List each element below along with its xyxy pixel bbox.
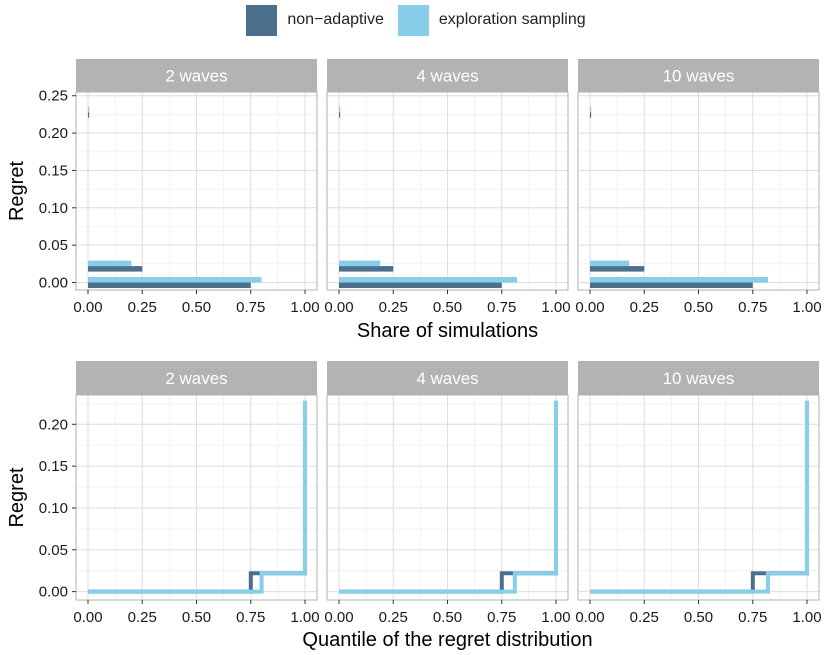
y-axis-title: Regret — [6, 161, 28, 221]
facet-strip-label: 2 waves — [165, 67, 227, 86]
bar-non-adaptive — [590, 112, 592, 118]
facet-strip — [578, 361, 819, 395]
bar-exploration-sampling — [590, 106, 592, 113]
bar-non-adaptive — [88, 282, 251, 289]
line-exploration-sampling — [88, 400, 307, 594]
facet-strip-label: 4 waves — [416, 67, 478, 86]
bar-exploration-sampling — [88, 260, 132, 267]
legend-label-non-adaptive: non−adaptive — [287, 11, 384, 28]
x-tick-label: 0.75 — [236, 609, 265, 626]
y-tick-label: 0.10 — [39, 200, 68, 217]
bar-non-adaptive — [88, 112, 90, 118]
x-tick-label: 0.00 — [575, 609, 604, 626]
y-tick-label: 0.25 — [39, 88, 68, 105]
x-tick-label: 0.00 — [73, 609, 102, 626]
facet-strip-label: 10 waves — [663, 67, 735, 86]
legend-swatch-exploration-sampling — [397, 4, 429, 36]
x-tick-label: 0.00 — [324, 609, 353, 626]
x-tick-label: 1.00 — [290, 299, 319, 316]
x-tick-label: 0.25 — [128, 299, 157, 316]
bar-exploration-sampling — [590, 277, 768, 283]
panel-2-1: 2 waves 0.00 0.25 0.50 0.75 1.00 0.00 0.05 0.10 0… — [39, 361, 320, 626]
x-tick-label: 0.00 — [324, 299, 353, 316]
x-tick-label: 0.75 — [738, 299, 767, 316]
x-tick-label: 1.00 — [792, 299, 821, 316]
x-tick-label: 0.00 — [575, 299, 604, 316]
x-tick-label: 0.75 — [738, 609, 767, 626]
y-tick-label: 0.05 — [39, 542, 68, 559]
x-tick-label: 0.25 — [630, 299, 659, 316]
bar-exploration-sampling — [339, 106, 341, 113]
x-tick-label: 0.75 — [487, 609, 516, 626]
y-tick-label: 0.05 — [39, 237, 68, 254]
bar-exploration-sampling — [590, 260, 630, 267]
bar-non-adaptive — [88, 266, 143, 272]
facet-strip — [327, 59, 568, 92]
x-tick-label: 0.75 — [487, 299, 516, 316]
x-tick-label: 1.00 — [541, 299, 570, 316]
panel-2-3: 10 waves 0.00 0.25 0.50 0.75 1.00 — [575, 361, 822, 626]
facet-strip — [578, 59, 819, 92]
x-tick-label: 0.25 — [379, 609, 408, 626]
legend-label-exploration-sampling: exploration sampling — [438, 11, 586, 28]
y-tick-label: 0.15 — [39, 162, 68, 179]
bar-exploration-sampling — [88, 277, 262, 283]
legend-item-exploration-sampling: exploration sampling — [397, 4, 586, 36]
bar-non-adaptive — [339, 112, 341, 118]
bar-exploration-sampling — [339, 277, 517, 283]
panel-1-3: 10 waves 0.00 0.25 0.50 0.75 1.00 — [575, 59, 822, 316]
x-tick-label: 1.00 — [792, 609, 821, 626]
x-axis-title: Share of simulations — [357, 320, 538, 342]
y-tick-label: 0.20 — [39, 416, 68, 433]
x-tick-label: 0.75 — [236, 299, 265, 316]
bar-non-adaptive — [339, 266, 394, 272]
facet-strip — [76, 361, 317, 395]
facet-strip-label: 2 waves — [165, 369, 227, 388]
x-tick-label: 0.00 — [73, 299, 102, 316]
x-tick-label: 0.25 — [630, 609, 659, 626]
x-tick-label: 0.50 — [182, 299, 211, 316]
legend-item-non-adaptive: non−adaptive — [246, 4, 384, 36]
panel-1-1: 2 waves 0.00 0.25 0.50 0.75 1.00 0.00 0.05 0.10 0… — [39, 59, 320, 316]
x-tick-label: 0.50 — [684, 609, 713, 626]
panel-2-2: 4 waves 0.00 0.25 0.50 0.75 1.00 — [324, 361, 571, 626]
line-exploration-sampling — [590, 400, 809, 594]
legend-swatch-non-adaptive — [246, 4, 278, 36]
y-axis-title: Regret — [6, 467, 28, 527]
y-tick-label: 0.10 — [39, 500, 68, 517]
x-tick-label: 0.50 — [433, 299, 462, 316]
x-tick-label: 0.50 — [433, 609, 462, 626]
y-tick-label: 0.20 — [39, 125, 68, 142]
legend: non−adaptive exploration sampling — [0, 3, 832, 37]
y-tick-label: 0.00 — [39, 584, 68, 601]
x-tick-label: 0.25 — [379, 299, 408, 316]
y-tick-label: 0.00 — [39, 275, 68, 292]
bar-non-adaptive — [590, 282, 753, 289]
x-tick-label: 0.50 — [182, 609, 211, 626]
x-axis-title: Quantile of the regret distribution — [302, 629, 592, 651]
panel-1-2: 4 waves 0.00 0.25 0.50 0.75 1.00 — [324, 59, 571, 316]
facet-strip-label: 4 waves — [416, 369, 478, 388]
x-tick-label: 1.00 — [541, 609, 570, 626]
facet-strip-label: 10 waves — [663, 369, 735, 388]
x-tick-label: 0.25 — [128, 609, 157, 626]
facet-strip — [327, 361, 568, 395]
bar-exploration-sampling — [339, 260, 381, 267]
bar-non-adaptive — [339, 282, 502, 289]
line-exploration-sampling — [339, 400, 558, 594]
facet-strip — [76, 59, 317, 92]
y-tick-label: 0.15 — [39, 458, 68, 475]
bar-exploration-sampling — [88, 106, 90, 113]
x-tick-label: 1.00 — [290, 609, 319, 626]
bar-non-adaptive — [590, 266, 645, 272]
x-tick-label: 0.50 — [684, 299, 713, 316]
